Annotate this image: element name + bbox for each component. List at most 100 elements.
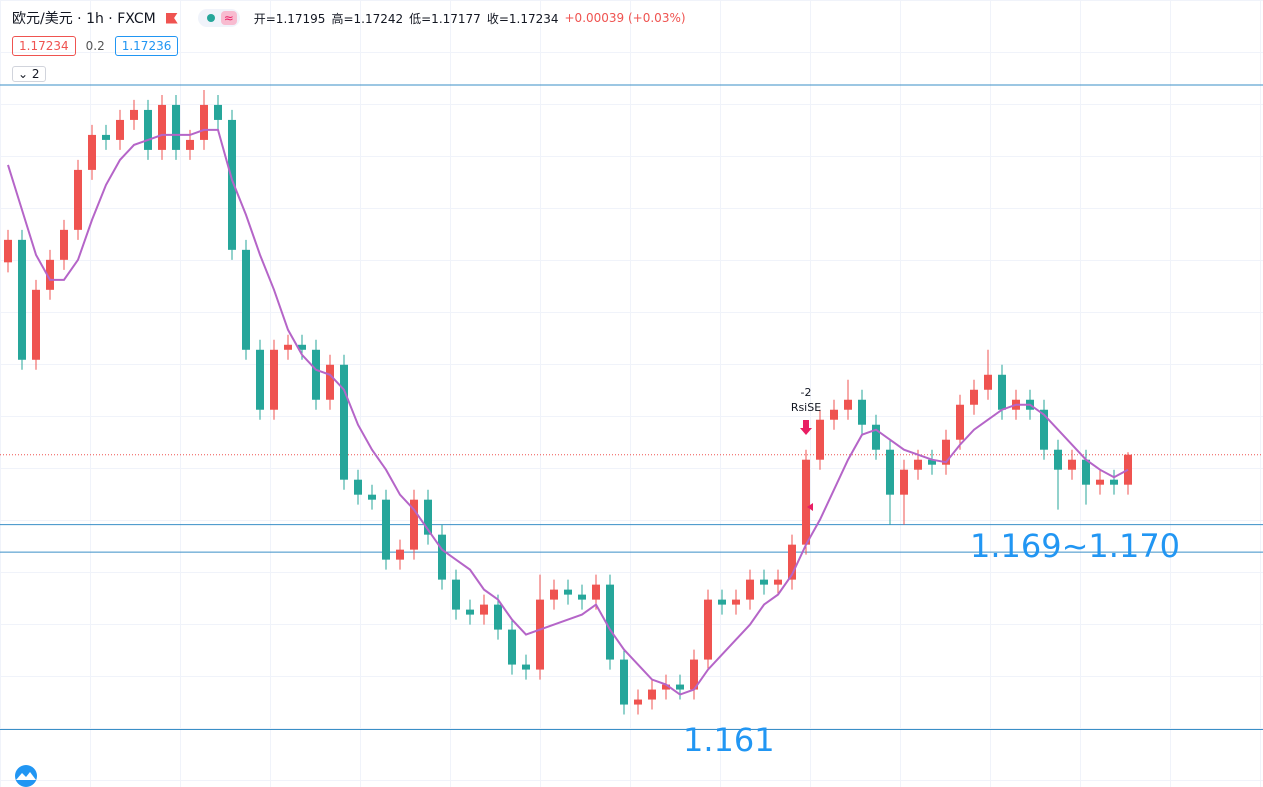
- candle-body: [312, 349, 320, 400]
- candle-body: [466, 609, 474, 615]
- symbol-title[interactable]: 欧元/美元 · 1h · FXCM: [12, 11, 156, 27]
- moving-average: [7, 128, 1129, 696]
- candle-body: [900, 469, 908, 495]
- candle-body: [186, 139, 194, 150]
- candle-body: [438, 534, 446, 580]
- level-label: 1.169~1.170: [970, 527, 1181, 565]
- candle-body: [732, 599, 740, 605]
- candle-body: [4, 239, 12, 263]
- candle-body: [522, 664, 530, 670]
- candle-body: [508, 629, 516, 665]
- candle-body: [536, 599, 544, 670]
- high-value: 高=1.17242: [331, 11, 404, 26]
- candle-body: [662, 684, 670, 690]
- indicator-count: 2: [31, 67, 40, 81]
- candle-body: [326, 364, 334, 400]
- candle-body: [424, 499, 432, 535]
- candle-body: [298, 344, 306, 350]
- status-pill[interactable]: ≈: [197, 9, 240, 27]
- candle-body: [830, 409, 838, 420]
- candle-body: [1082, 459, 1090, 485]
- logo[interactable]: [11, 765, 41, 787]
- candle-body: [648, 689, 656, 700]
- candle-body: [494, 604, 502, 630]
- candle-body: [354, 479, 362, 495]
- candle-body: [228, 119, 236, 250]
- signal-value: -2: [801, 386, 812, 399]
- trade-row: 1.17234 0.2 1.17236: [12, 35, 179, 57]
- candle-body: [102, 134, 110, 140]
- candle-body: [956, 404, 964, 440]
- candle-body: [1110, 479, 1118, 485]
- candle-body: [928, 459, 936, 465]
- candle-body: [46, 259, 54, 290]
- candle-body: [620, 659, 628, 705]
- buy-button[interactable]: 1.17236: [114, 36, 179, 56]
- candle-body: [788, 544, 796, 580]
- candle-body: [18, 239, 26, 360]
- candle-body: [634, 699, 642, 705]
- close-value: 收=1.17234: [486, 11, 559, 26]
- signal-label: RsiSE: [791, 401, 821, 414]
- indicator-toggle[interactable]: ⌄ 2: [12, 66, 46, 82]
- candle-body: [1040, 409, 1048, 450]
- candle-body: [396, 549, 404, 560]
- candle-body: [158, 104, 166, 150]
- indicator-row: ⌄ 2: [12, 65, 46, 83]
- candle-body: [760, 579, 768, 585]
- logo-mark: [16, 772, 36, 780]
- candle-body: [998, 374, 1006, 410]
- signal-arrow: [800, 420, 812, 435]
- candle-body: [872, 424, 880, 450]
- candle-body: [60, 229, 68, 260]
- spread: 0.2: [85, 39, 105, 53]
- header: 欧元/美元 · 1h · FXCM ≈ 开=1.17195 高=1.17242 …: [12, 9, 692, 27]
- candle-body: [914, 459, 922, 470]
- candle-body: [1054, 449, 1062, 470]
- wave-icon: ≈: [220, 11, 237, 25]
- candle-body: [550, 589, 558, 600]
- candle-body: [746, 579, 754, 600]
- candle-body: [1068, 459, 1076, 470]
- candle-body: [172, 104, 180, 150]
- candle-body: [774, 579, 782, 585]
- candle-body: [270, 349, 278, 410]
- candle-body: [844, 399, 852, 410]
- candle-body: [718, 599, 726, 605]
- candle-body: [606, 584, 614, 660]
- candle-body: [480, 604, 488, 615]
- candle-body: [690, 659, 698, 690]
- open-value: 开=1.17195: [253, 11, 326, 26]
- candle-body: [242, 249, 250, 350]
- logo-bg: [15, 765, 37, 787]
- candle-body: [144, 109, 152, 150]
- candle-body: [88, 134, 96, 170]
- level-label: 1.161: [683, 721, 775, 759]
- candle-body: [592, 584, 600, 600]
- candle-body: [382, 499, 390, 560]
- change-value: +0.00039 (+0.03%): [564, 11, 686, 25]
- candle-body: [970, 389, 978, 405]
- candle-body: [942, 439, 950, 465]
- candle-body: [130, 109, 138, 120]
- flag-icon[interactable]: [165, 12, 178, 24]
- candle-body: [340, 364, 348, 480]
- candle-body: [214, 104, 222, 120]
- candle-body: [704, 599, 712, 660]
- sell-button[interactable]: 1.17234: [12, 36, 76, 56]
- candle-body: [984, 374, 992, 390]
- candle-body: [452, 579, 460, 610]
- low-value: 低=1.17177: [409, 11, 481, 26]
- candle-body: [284, 344, 292, 350]
- candle-body: [116, 119, 124, 140]
- candle-body: [200, 104, 208, 140]
- candle-body: [802, 459, 810, 545]
- candle-body: [256, 349, 264, 410]
- candle-body: [368, 494, 376, 500]
- candle-body: [74, 169, 82, 230]
- candle-body: [816, 419, 824, 460]
- candle-body: [858, 399, 866, 425]
- signal-marker: [807, 503, 813, 511]
